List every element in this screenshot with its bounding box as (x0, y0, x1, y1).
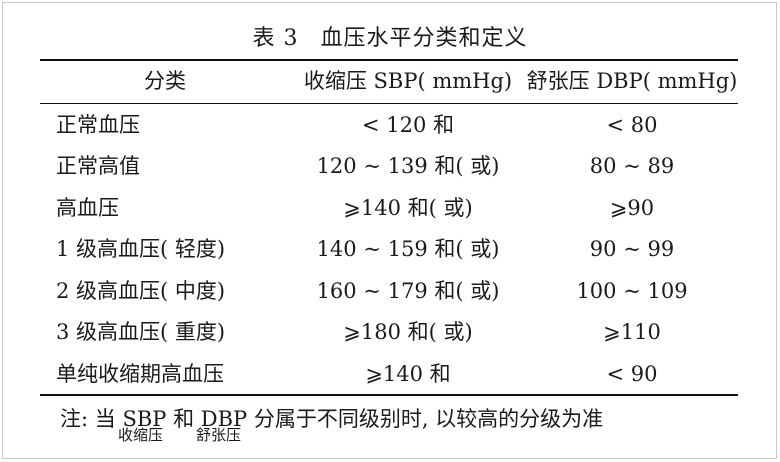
note-sbp-subscript: 收缩压 (118, 426, 164, 444)
note-mid: 和 (166, 407, 201, 431)
row-3-category: 高血压 (56, 196, 119, 220)
note-dbp: DBP (200, 407, 248, 431)
note-suffix: 分属于不同级别时, 以较高的分级为准 (247, 407, 604, 431)
bottom-rule (40, 394, 738, 396)
row-3-sbp: ⩾140 和( 或) (343, 196, 473, 220)
note-dbp-subscript: 舒张压 (196, 426, 242, 444)
row-6-sbp: ⩾180 和( 或) (343, 320, 473, 344)
row-2-sbp: 120 ~ 139 和( 或) (316, 154, 500, 178)
row-6-category: 3 级高血压( 重度) (56, 320, 226, 344)
note-sbp: SBP (122, 407, 167, 431)
row-1-sbp: < 120 和 (361, 113, 455, 137)
header-sbp: 收缩压 SBP( mmHg) (303, 69, 513, 93)
table-note: 注: 当 SBP 和 DBP 分属于不同级别时, 以较高的分级为准 (60, 406, 603, 432)
row-7-dbp: < 90 (606, 362, 658, 386)
row-2-category: 正常高值 (56, 154, 140, 178)
top-rule (40, 59, 738, 61)
table-title-text: 血压水平分类和定义 (320, 26, 528, 51)
row-6-dbp: ⩾110 (603, 320, 661, 344)
row-4-sbp: 140 ~ 159 和( 或) (316, 237, 500, 261)
table-title: 表 3 血压水平分类和定义 (0, 20, 780, 52)
note-prefix: 注: 当 (60, 407, 123, 431)
row-1-category: 正常血压 (56, 113, 140, 137)
header-rule (40, 103, 738, 104)
header-dbp: 舒张压 DBP( mmHg) (526, 69, 738, 93)
row-5-dbp: 100 ~ 109 (576, 279, 688, 303)
row-1-dbp: < 80 (606, 113, 658, 137)
row-3-dbp: ⩾90 (609, 196, 655, 220)
row-2-dbp: 80 ~ 89 (589, 154, 675, 178)
row-4-category: 1 级高血压( 轻度) (56, 237, 226, 261)
row-4-dbp: 90 ~ 99 (589, 237, 675, 261)
row-5-sbp: 160 ~ 179 和( 或) (316, 279, 500, 303)
row-7-category: 单纯收缩期高血压 (56, 362, 224, 386)
header-category: 分类 (144, 69, 186, 93)
row-7-sbp: ⩾140 和 (365, 362, 451, 386)
row-5-category: 2 级高血压( 中度) (56, 279, 226, 303)
table-number: 表 3 (252, 26, 299, 51)
